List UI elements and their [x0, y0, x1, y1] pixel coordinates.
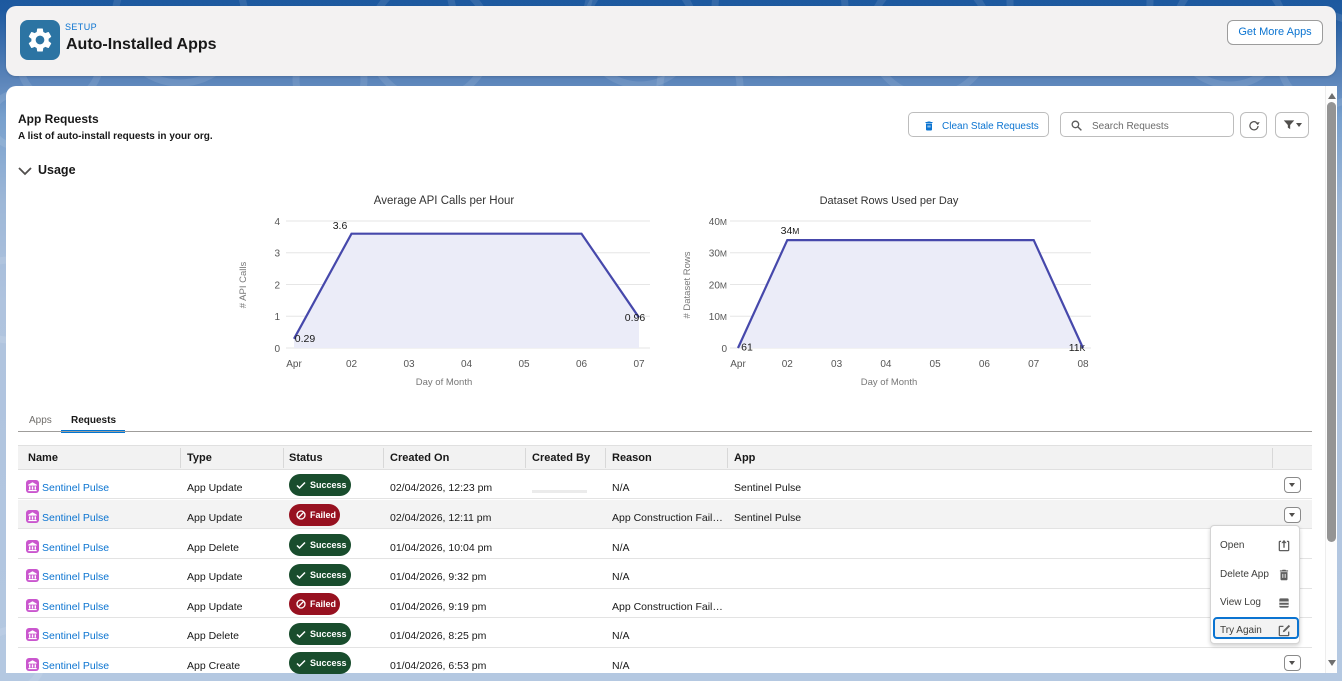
svg-text:11K: 11K	[1069, 342, 1086, 354]
svg-text:07: 07	[633, 359, 645, 370]
svg-text:03: 03	[403, 359, 415, 370]
svg-text:10M: 10M	[709, 312, 727, 323]
svg-text:30M: 30M	[709, 249, 727, 260]
svg-text:0: 0	[721, 344, 727, 355]
svg-text:06: 06	[576, 359, 588, 370]
svg-text:08: 08	[1077, 359, 1089, 370]
svg-text:Average API Calls per Hour: Average API Calls per Hour	[374, 195, 515, 207]
svg-text:0: 0	[274, 344, 280, 355]
svg-text:Apr: Apr	[730, 359, 746, 370]
svg-text:34M: 34M	[781, 225, 800, 237]
svg-text:02: 02	[782, 359, 794, 370]
svg-text:04: 04	[880, 359, 892, 370]
svg-text:0.29: 0.29	[295, 333, 316, 345]
svg-text:05: 05	[518, 359, 530, 370]
svg-text:4: 4	[274, 217, 280, 228]
svg-text:0.96: 0.96	[625, 312, 646, 324]
svg-text:07: 07	[1028, 359, 1040, 370]
svg-text:Day of Month: Day of Month	[416, 377, 473, 388]
svg-text:03: 03	[831, 359, 843, 370]
svg-text:61: 61	[741, 342, 753, 354]
svg-text:Dataset Rows Used per Day: Dataset Rows Used per Day	[820, 195, 959, 207]
svg-text:05: 05	[930, 359, 942, 370]
svg-text:20M: 20M	[709, 281, 727, 292]
svg-text:3.6: 3.6	[333, 220, 348, 232]
svg-text:Day of Month: Day of Month	[861, 377, 918, 388]
svg-text:# API Calls: # API Calls	[238, 262, 249, 309]
svg-text:1: 1	[274, 312, 280, 323]
svg-text:Apr: Apr	[286, 359, 302, 370]
svg-text:# Dataset Rows: # Dataset Rows	[682, 251, 693, 318]
svg-text:04: 04	[461, 359, 473, 370]
svg-text:02: 02	[346, 359, 358, 370]
svg-text:40M: 40M	[709, 217, 727, 228]
svg-text:3: 3	[274, 249, 280, 260]
svg-text:06: 06	[979, 359, 991, 370]
svg-text:2: 2	[274, 281, 280, 292]
